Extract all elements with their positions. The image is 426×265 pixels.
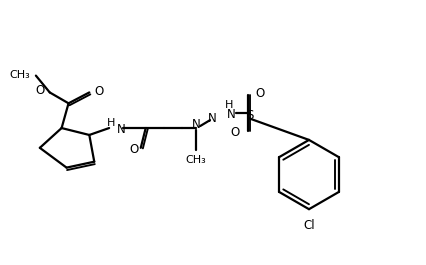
Text: H: H xyxy=(224,100,233,110)
Text: N: N xyxy=(116,122,125,135)
Text: N: N xyxy=(207,112,216,125)
Text: O: O xyxy=(230,126,239,139)
Text: S: S xyxy=(245,109,253,122)
Text: O: O xyxy=(35,84,45,97)
Text: CH₃: CH₃ xyxy=(185,155,206,165)
Text: N: N xyxy=(226,108,235,121)
Text: N: N xyxy=(191,118,200,131)
Text: O: O xyxy=(94,85,103,98)
Text: O: O xyxy=(255,87,264,100)
Text: CH₃: CH₃ xyxy=(9,70,30,80)
Text: O: O xyxy=(129,143,138,156)
Text: Cl: Cl xyxy=(302,219,314,232)
Text: H: H xyxy=(106,118,115,128)
